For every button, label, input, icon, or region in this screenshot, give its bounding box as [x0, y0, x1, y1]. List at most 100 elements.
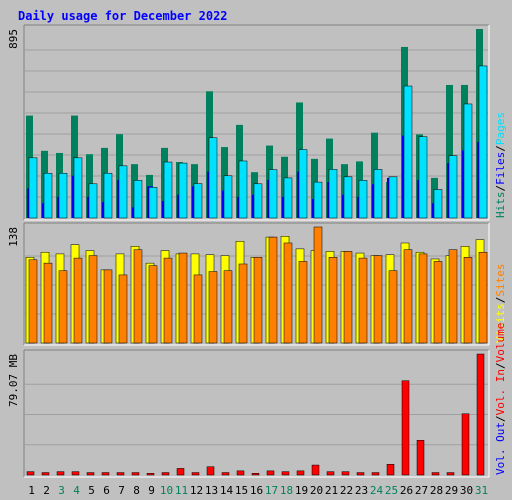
bar-sites — [388, 270, 398, 344]
x-tick-label: 26 — [400, 484, 413, 497]
bar-volume — [371, 472, 380, 476]
bar-sites — [478, 251, 488, 344]
x-tick-label: 29 — [445, 484, 458, 497]
bar-pages — [163, 161, 173, 219]
x-tick-label: 1 — [28, 484, 35, 497]
bar-sites — [223, 270, 233, 344]
bar-volume — [446, 472, 455, 476]
bar-pages — [463, 103, 473, 219]
bar-hits — [446, 84, 453, 218]
bar-volume — [86, 472, 95, 476]
x-tick-label: 13 — [205, 484, 218, 497]
bar-pages — [148, 187, 158, 219]
bar-sites — [253, 257, 263, 344]
bar-pages — [268, 169, 278, 219]
series-label: Vol. In — [494, 369, 507, 415]
x-tick-label: 20 — [310, 484, 323, 497]
bar-volume — [191, 472, 200, 476]
x-tick-label: 18 — [280, 484, 293, 497]
bar-sites — [283, 242, 293, 344]
chart-panels: 895Hits/Files/Pages138Visits/Sites79.07 … — [7, 24, 507, 478]
bar-sites — [133, 249, 143, 344]
x-axis-labels: 1 2 3 4 5 6 7 8 9 10 11 12 13 14 15 16 17 18 19 20 21 22 23 24 2… — [28, 484, 488, 497]
bar-pages — [343, 176, 353, 219]
x-tick-label: 15 — [235, 484, 248, 497]
bar-sites — [268, 236, 278, 344]
x-tick-label: 28 — [430, 484, 443, 497]
bar-pages — [388, 176, 398, 219]
panel-visits: 138 Visits/Sites — [7, 222, 507, 346]
bar-sites — [73, 257, 83, 344]
bar-pages — [283, 177, 293, 219]
bar-pages — [208, 137, 218, 219]
bar-pages — [28, 157, 38, 219]
bar-volume — [116, 472, 125, 476]
bar-sites — [238, 263, 248, 344]
bar-sites — [28, 259, 38, 344]
x-tick-label: 25 — [385, 484, 398, 497]
bar-pages — [433, 189, 443, 219]
bar-volume — [356, 472, 365, 476]
bar-pages — [43, 172, 53, 219]
bar-volume — [146, 473, 155, 476]
bar-pages — [238, 160, 248, 219]
series-label-separator: / — [494, 415, 507, 422]
x-tick-label: 30 — [460, 484, 473, 497]
x-tick-label: 21 — [325, 484, 338, 497]
x-tick-label: 8 — [133, 484, 140, 497]
x-tick-label: 9 — [148, 484, 155, 497]
bar-volume — [41, 472, 50, 476]
bar-volume — [56, 471, 65, 476]
bar-sites — [403, 249, 413, 344]
series-label: Vol. Out — [494, 422, 507, 475]
bar-pages — [133, 180, 143, 219]
bar-volume — [281, 471, 290, 476]
x-tick-label: 23 — [355, 484, 368, 497]
x-tick-label: 12 — [190, 484, 203, 497]
series-label: Visits — [494, 303, 507, 343]
series-label-separator: / — [494, 185, 507, 192]
x-tick-label: 31 — [475, 484, 488, 497]
bar-pages — [418, 136, 428, 219]
bar-pages — [118, 165, 128, 219]
bar-pages — [88, 183, 98, 219]
bar-sites — [373, 255, 383, 344]
bar-pages — [103, 172, 113, 219]
bar-sites — [43, 262, 53, 344]
x-tick-label: 4 — [73, 484, 80, 497]
x-tick-label: 14 — [220, 484, 234, 497]
bar-volume — [206, 466, 215, 476]
bar-volume — [386, 464, 395, 476]
bar-pages — [478, 65, 488, 219]
x-tick-label: 6 — [103, 484, 110, 497]
panel-visits-ymax-label: 138 — [7, 227, 20, 247]
bar-pages — [73, 157, 83, 219]
x-tick-label: 19 — [295, 484, 308, 497]
bar-volume — [251, 473, 260, 476]
bar-pages — [178, 162, 188, 219]
x-tick-label: 22 — [340, 484, 353, 497]
bar-volume — [131, 472, 140, 476]
bar-pages — [328, 169, 338, 219]
series-label: Pages — [494, 112, 507, 145]
bar-sites — [298, 261, 308, 344]
bar-volume — [476, 353, 485, 476]
bar-sites — [163, 257, 173, 344]
series-label-separator: / — [494, 145, 507, 152]
bar-volume — [161, 472, 170, 476]
series-label: Hits — [494, 192, 507, 219]
x-tick-label: 11 — [175, 484, 188, 497]
bar-sites — [208, 271, 218, 344]
x-tick-label: 5 — [88, 484, 95, 497]
bar-volume — [236, 470, 245, 476]
bar-sites — [88, 255, 98, 344]
bar-sites — [463, 257, 473, 344]
bar-volume — [431, 472, 440, 476]
bar-volume — [341, 471, 350, 476]
bar-volume — [221, 472, 230, 476]
bar-sites — [58, 270, 68, 344]
bar-pages — [403, 85, 413, 219]
x-tick-label: 10 — [160, 484, 173, 497]
